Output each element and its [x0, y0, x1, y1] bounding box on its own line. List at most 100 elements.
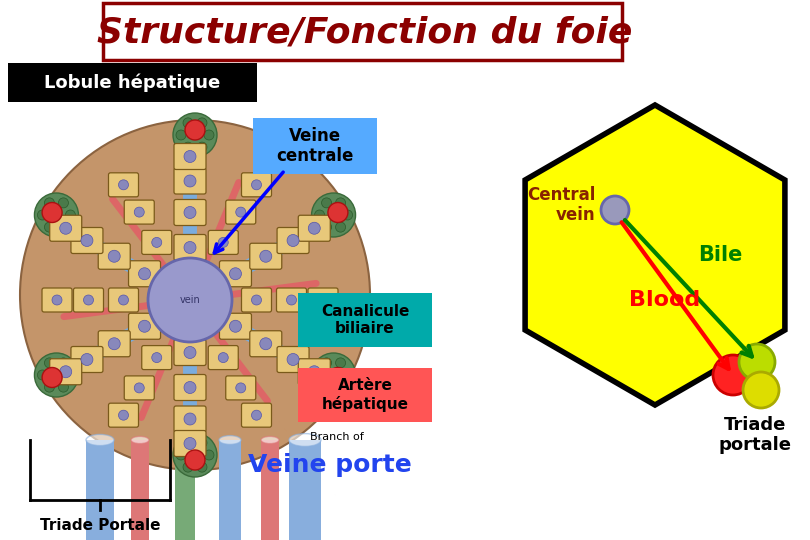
Circle shape	[713, 355, 753, 395]
Ellipse shape	[261, 436, 279, 443]
FancyBboxPatch shape	[174, 144, 206, 170]
Circle shape	[328, 202, 347, 222]
Circle shape	[322, 382, 331, 392]
Circle shape	[109, 338, 120, 350]
Circle shape	[134, 383, 144, 393]
FancyBboxPatch shape	[142, 346, 172, 369]
FancyBboxPatch shape	[174, 234, 206, 260]
Circle shape	[183, 118, 193, 128]
FancyBboxPatch shape	[142, 231, 172, 254]
Circle shape	[60, 366, 72, 378]
Circle shape	[309, 366, 320, 378]
Circle shape	[148, 258, 232, 342]
Circle shape	[287, 295, 296, 305]
Circle shape	[287, 354, 299, 366]
Circle shape	[236, 207, 245, 217]
FancyBboxPatch shape	[208, 231, 238, 254]
Circle shape	[139, 268, 151, 280]
Circle shape	[37, 370, 48, 380]
Circle shape	[314, 210, 325, 220]
FancyBboxPatch shape	[103, 3, 622, 60]
FancyBboxPatch shape	[241, 288, 271, 312]
FancyBboxPatch shape	[241, 173, 271, 197]
Circle shape	[318, 295, 328, 305]
Circle shape	[81, 234, 93, 246]
Circle shape	[229, 268, 241, 280]
Circle shape	[218, 353, 228, 362]
Circle shape	[58, 198, 68, 208]
FancyBboxPatch shape	[277, 227, 309, 253]
FancyBboxPatch shape	[298, 359, 330, 384]
Text: Artère
hépatique: Artère hépatique	[322, 378, 408, 412]
Circle shape	[35, 193, 79, 237]
FancyBboxPatch shape	[49, 359, 82, 385]
FancyBboxPatch shape	[276, 288, 306, 312]
Circle shape	[185, 120, 205, 140]
Circle shape	[287, 234, 299, 246]
Circle shape	[251, 295, 262, 305]
Bar	[175, 440, 195, 540]
FancyBboxPatch shape	[249, 330, 282, 357]
Text: Triade
portale: Triade portale	[718, 416, 791, 454]
FancyBboxPatch shape	[277, 347, 309, 373]
Circle shape	[197, 438, 207, 448]
Circle shape	[260, 338, 272, 350]
Circle shape	[183, 462, 193, 472]
Circle shape	[218, 238, 228, 247]
FancyBboxPatch shape	[74, 288, 104, 312]
Circle shape	[314, 370, 325, 380]
FancyBboxPatch shape	[226, 200, 256, 224]
Text: Canalicule
biliaire: Canalicule biliaire	[321, 304, 409, 336]
Text: Branch of: Branch of	[310, 432, 364, 442]
Circle shape	[118, 410, 129, 420]
Circle shape	[309, 222, 320, 234]
FancyBboxPatch shape	[226, 376, 256, 400]
Circle shape	[601, 196, 629, 224]
Circle shape	[184, 413, 196, 425]
Circle shape	[109, 250, 120, 262]
Circle shape	[312, 353, 356, 397]
FancyBboxPatch shape	[109, 288, 139, 312]
Text: vein: vein	[180, 295, 200, 305]
Circle shape	[42, 202, 62, 222]
Ellipse shape	[289, 434, 321, 447]
Bar	[131, 440, 149, 540]
Circle shape	[184, 175, 196, 187]
Circle shape	[260, 250, 272, 262]
Text: Triade Portale: Triade Portale	[40, 517, 160, 532]
FancyBboxPatch shape	[71, 227, 103, 253]
Circle shape	[184, 381, 196, 394]
Circle shape	[312, 193, 356, 237]
FancyBboxPatch shape	[174, 430, 206, 456]
Circle shape	[251, 410, 262, 420]
FancyBboxPatch shape	[98, 243, 130, 269]
Circle shape	[204, 130, 214, 140]
Text: Structure/Fonction du foie: Structure/Fonction du foie	[97, 15, 633, 49]
Circle shape	[176, 450, 186, 460]
Circle shape	[229, 320, 241, 332]
Circle shape	[335, 222, 346, 232]
Circle shape	[45, 222, 54, 232]
Circle shape	[173, 433, 217, 477]
Text: Central
vein: Central vein	[526, 186, 595, 225]
Circle shape	[343, 370, 352, 380]
FancyBboxPatch shape	[124, 200, 154, 224]
Circle shape	[118, 180, 129, 190]
Circle shape	[197, 118, 207, 128]
Bar	[289, 440, 321, 540]
Circle shape	[335, 198, 346, 208]
Circle shape	[173, 113, 217, 157]
Circle shape	[184, 151, 196, 163]
Circle shape	[197, 462, 207, 472]
Circle shape	[328, 368, 347, 388]
Circle shape	[45, 358, 54, 368]
Circle shape	[139, 320, 151, 332]
Circle shape	[184, 347, 196, 359]
Circle shape	[52, 295, 62, 305]
Circle shape	[118, 295, 129, 305]
Ellipse shape	[219, 436, 241, 444]
FancyBboxPatch shape	[49, 215, 82, 241]
Circle shape	[45, 198, 54, 208]
Circle shape	[42, 368, 62, 388]
FancyBboxPatch shape	[71, 347, 103, 373]
